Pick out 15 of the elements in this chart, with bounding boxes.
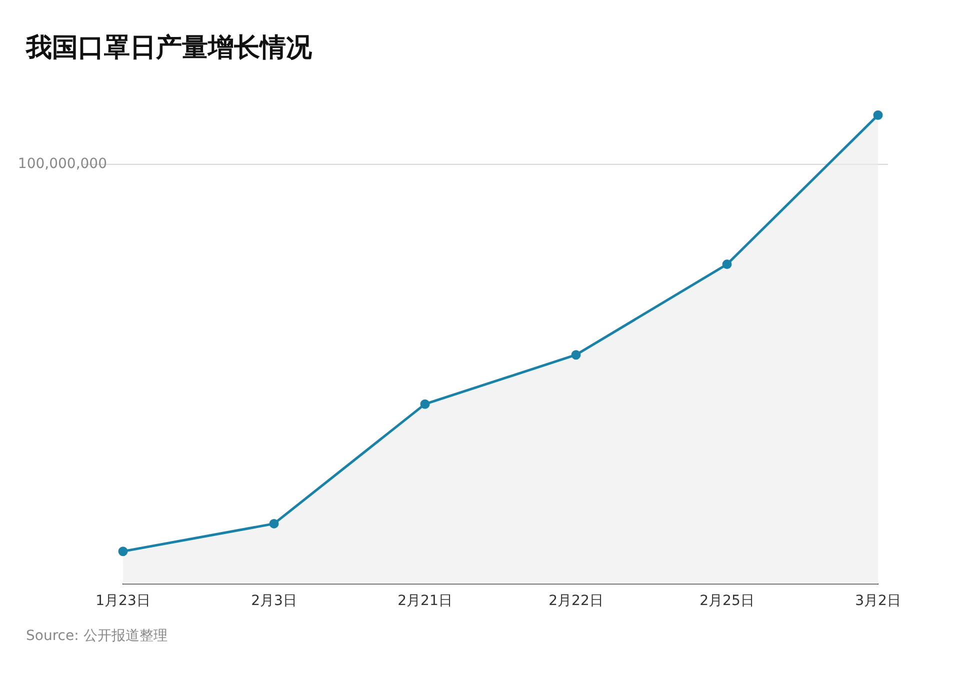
point [571, 350, 581, 360]
point [722, 260, 732, 270]
x-tick-label: 2月25日 [700, 593, 754, 610]
point [420, 399, 430, 409]
x-tick-label: 2月21日 [398, 593, 452, 610]
x-tick-label: 2月22日 [548, 593, 604, 610]
point [873, 110, 883, 120]
annotation: 100,000,000 [18, 156, 107, 172]
point [269, 518, 279, 528]
source-note: Source: 公开报道整理 [25, 627, 168, 645]
x-tick-label: 2月3日 [251, 593, 297, 610]
point [118, 546, 128, 556]
x-tick-label: 1月23日 [96, 593, 150, 610]
x-tick-label: 3月2日 [855, 593, 901, 610]
chart-title: 我国口罩日产量增长情况 [24, 32, 313, 65]
